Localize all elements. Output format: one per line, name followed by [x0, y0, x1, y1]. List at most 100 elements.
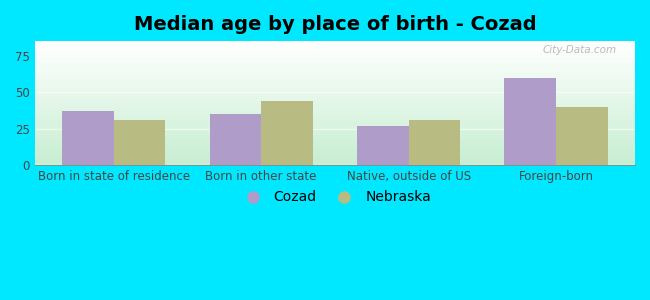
Bar: [34, 110, 635, 111]
Bar: [34, 100, 635, 101]
Bar: [34, 44, 635, 45]
Bar: [34, 92, 635, 93]
Bar: [34, 138, 635, 139]
Bar: [34, 114, 635, 115]
Bar: [34, 160, 635, 161]
Bar: [34, 85, 635, 86]
Bar: [34, 88, 635, 89]
Bar: [34, 137, 635, 138]
Bar: [34, 140, 635, 141]
Bar: [34, 125, 635, 126]
Bar: [34, 70, 635, 71]
Bar: [34, 150, 635, 151]
Bar: [34, 43, 635, 44]
Bar: [34, 53, 635, 54]
Bar: [34, 56, 635, 57]
Bar: [34, 102, 635, 103]
Bar: [34, 132, 635, 133]
Bar: [34, 145, 635, 146]
Bar: [504, 77, 556, 165]
Bar: [34, 87, 635, 88]
Bar: [34, 148, 635, 149]
Bar: [34, 80, 635, 81]
Bar: [34, 76, 635, 77]
Bar: [34, 73, 635, 74]
Bar: [34, 164, 635, 165]
Bar: [34, 152, 635, 153]
Bar: [34, 124, 635, 125]
Bar: [34, 107, 635, 108]
Bar: [34, 118, 635, 119]
Bar: [34, 163, 635, 164]
Bar: [34, 116, 635, 117]
Bar: [34, 52, 635, 53]
Bar: [34, 79, 635, 80]
Bar: [34, 83, 635, 84]
Bar: [34, 71, 635, 72]
Title: Median age by place of birth - Cozad: Median age by place of birth - Cozad: [133, 15, 536, 34]
Bar: [34, 115, 635, 116]
Bar: [34, 45, 635, 46]
Bar: [34, 55, 635, 56]
Bar: [34, 155, 635, 156]
Bar: [34, 74, 635, 75]
Bar: [357, 126, 409, 165]
Bar: [34, 68, 635, 69]
Bar: [34, 49, 635, 50]
Bar: [34, 57, 635, 58]
Bar: [34, 158, 635, 159]
Bar: [34, 95, 635, 96]
Bar: [34, 72, 635, 73]
Bar: [34, 93, 635, 94]
Bar: [62, 111, 114, 165]
Bar: [34, 59, 635, 60]
Bar: [34, 109, 635, 110]
Bar: [34, 82, 635, 83]
Bar: [556, 107, 608, 165]
Bar: [34, 94, 635, 95]
Bar: [34, 103, 635, 104]
Bar: [34, 151, 635, 152]
Bar: [34, 142, 635, 143]
Bar: [34, 120, 635, 121]
Bar: [34, 153, 635, 154]
Bar: [34, 63, 635, 64]
Bar: [34, 156, 635, 157]
Legend: Cozad, Nebraska: Cozad, Nebraska: [233, 185, 437, 210]
Bar: [34, 161, 635, 162]
Bar: [34, 106, 635, 107]
Bar: [34, 104, 635, 105]
Bar: [34, 121, 635, 122]
Bar: [34, 64, 635, 65]
Bar: [34, 81, 635, 82]
Bar: [34, 48, 635, 49]
Bar: [34, 46, 635, 47]
Bar: [34, 113, 635, 114]
Bar: [34, 123, 635, 124]
Bar: [34, 61, 635, 62]
Bar: [34, 157, 635, 158]
Bar: [34, 65, 635, 66]
Bar: [34, 89, 635, 90]
Bar: [34, 129, 635, 130]
Bar: [34, 139, 635, 140]
Bar: [34, 119, 635, 120]
Bar: [34, 159, 635, 160]
Bar: [34, 60, 635, 61]
Bar: [34, 105, 635, 106]
Bar: [34, 108, 635, 109]
Bar: [261, 101, 313, 165]
Bar: [34, 126, 635, 127]
Bar: [34, 131, 635, 132]
Bar: [34, 135, 635, 136]
Bar: [209, 114, 261, 165]
Bar: [34, 162, 635, 163]
Bar: [34, 147, 635, 148]
Bar: [34, 51, 635, 52]
Bar: [34, 61, 635, 62]
Bar: [34, 127, 635, 128]
Bar: [34, 99, 635, 100]
Bar: [34, 66, 635, 67]
Bar: [34, 154, 635, 155]
Bar: [34, 143, 635, 144]
